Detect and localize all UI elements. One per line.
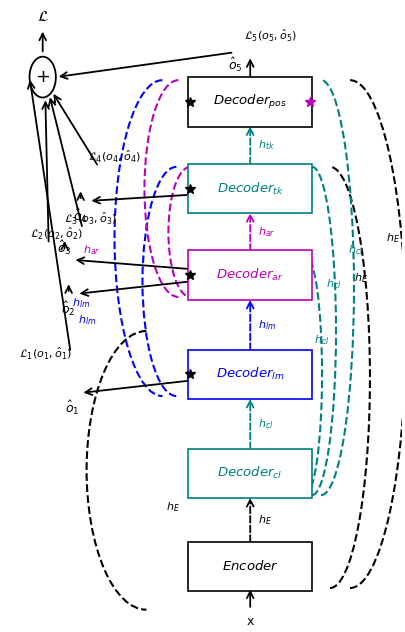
FancyBboxPatch shape bbox=[188, 164, 311, 214]
Text: $h_{lm}$: $h_{lm}$ bbox=[258, 318, 276, 332]
Text: $h_E$: $h_E$ bbox=[353, 272, 367, 285]
Text: $\mathit{Decoder}$$_{\mathit{lm}}$: $\mathit{Decoder}$$_{\mathit{lm}}$ bbox=[215, 367, 284, 382]
Text: $+$: $+$ bbox=[35, 68, 50, 86]
Text: $h_E$: $h_E$ bbox=[385, 231, 399, 245]
Text: $h_{lm}$: $h_{lm}$ bbox=[78, 313, 96, 327]
Text: $h_E$: $h_E$ bbox=[166, 501, 180, 514]
Text: $h_{ar}$: $h_{ar}$ bbox=[258, 225, 275, 239]
Text: $\mathit{Decoder}$$_{\mathit{ar}}$: $\mathit{Decoder}$$_{\mathit{ar}}$ bbox=[216, 267, 284, 283]
Text: $h_{cl}$: $h_{cl}$ bbox=[325, 277, 341, 291]
Text: $\mathcal{L}_5(o_5,\hat{o}_5)$: $\mathcal{L}_5(o_5,\hat{o}_5)$ bbox=[243, 27, 296, 43]
Text: $\mathit{Decoder}$$_{\mathit{pos}}$: $\mathit{Decoder}$$_{\mathit{pos}}$ bbox=[213, 93, 287, 111]
Text: $h_{lm}$: $h_{lm}$ bbox=[72, 296, 90, 310]
FancyBboxPatch shape bbox=[188, 250, 311, 300]
Text: $\hat{o}_5$: $\hat{o}_5$ bbox=[227, 56, 242, 74]
Text: $\mathcal{L}$: $\mathcal{L}$ bbox=[36, 9, 49, 25]
Text: $\hat{o}_4$: $\hat{o}_4$ bbox=[73, 207, 88, 225]
Text: $\mathcal{L}_3(o_3,\hat{o}_3)$: $\mathcal{L}_3(o_3,\hat{o}_3)$ bbox=[64, 210, 117, 226]
FancyBboxPatch shape bbox=[188, 77, 311, 126]
Text: $\mathit{Decoder}$$_{\mathit{cl}}$: $\mathit{Decoder}$$_{\mathit{cl}}$ bbox=[217, 465, 282, 482]
Text: $\mathcal{L}_4(o_4,\hat{o}_4)$: $\mathcal{L}_4(o_4,\hat{o}_4)$ bbox=[88, 148, 141, 164]
FancyBboxPatch shape bbox=[188, 542, 311, 591]
Text: $\hat{o}_2$: $\hat{o}_2$ bbox=[61, 300, 76, 318]
Text: $\mathit{Encoder}$: $\mathit{Encoder}$ bbox=[221, 559, 278, 573]
Text: $\mathrm{x}$: $\mathrm{x}$ bbox=[245, 615, 254, 628]
Text: $h_{cl}$: $h_{cl}$ bbox=[313, 334, 329, 347]
FancyBboxPatch shape bbox=[188, 349, 311, 399]
Text: $h_E$: $h_E$ bbox=[258, 513, 271, 527]
Text: $\mathcal{L}_2(o_2,\hat{o}_2)$: $\mathcal{L}_2(o_2,\hat{o}_2)$ bbox=[30, 225, 83, 241]
Text: $\mathcal{L}_1(o_1,\hat{o}_1)$: $\mathcal{L}_1(o_1,\hat{o}_1)$ bbox=[19, 344, 71, 361]
Text: $h_{tk}$: $h_{tk}$ bbox=[258, 138, 274, 152]
Text: $h_{cl}$: $h_{cl}$ bbox=[258, 417, 273, 431]
Text: $h_{cl}$: $h_{cl}$ bbox=[347, 243, 362, 257]
Text: $\hat{o}_3$: $\hat{o}_3$ bbox=[57, 238, 72, 257]
Text: $\hat{o}_1$: $\hat{o}_1$ bbox=[65, 399, 80, 417]
FancyBboxPatch shape bbox=[188, 449, 311, 498]
Text: $\mathit{Decoder}$$_{\mathit{tk}}$: $\mathit{Decoder}$$_{\mathit{tk}}$ bbox=[216, 181, 283, 197]
Text: $h_{ar}$: $h_{ar}$ bbox=[83, 243, 100, 257]
